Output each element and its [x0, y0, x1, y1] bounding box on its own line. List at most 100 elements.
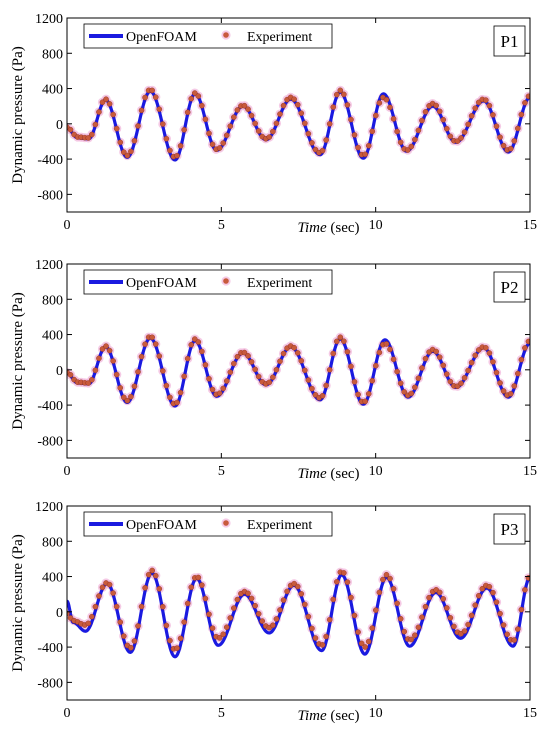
- experiment-marker: [404, 147, 411, 153]
- experiment-marker: [234, 596, 241, 603]
- experiment-marker: [412, 136, 418, 143]
- experiment-marker: [390, 356, 397, 363]
- y-tick-label: 1200: [35, 12, 63, 27]
- experiment-marker: [490, 589, 496, 596]
- x-tick-label: 10: [369, 706, 383, 721]
- plot-frame: [66, 17, 531, 213]
- panel-label: P3: [501, 520, 519, 539]
- experiment-marker: [412, 632, 418, 639]
- experiment-marker: [248, 595, 255, 602]
- experiment-marker: [96, 593, 102, 599]
- experiment-marker: [323, 137, 329, 143]
- experiment-marker: [138, 353, 145, 360]
- experiment-marker: [199, 582, 205, 588]
- experiment-marker: [330, 596, 337, 603]
- experiment-marker: [461, 628, 468, 634]
- experiment-marker: [128, 644, 134, 651]
- plot-area: [67, 85, 530, 162]
- experiment-marker: [248, 112, 255, 119]
- experiment-marker: [209, 625, 216, 631]
- experiment-marker: [174, 152, 180, 159]
- experiment-marker: [479, 585, 486, 592]
- experiment-marker: [522, 345, 528, 351]
- experiment-marker: [305, 377, 312, 383]
- experiment-marker: [113, 603, 120, 610]
- experiment-marker: [106, 347, 113, 354]
- experiment-marker: [465, 367, 471, 374]
- experiment-marker: [387, 575, 393, 582]
- experiment-marker: [419, 365, 425, 371]
- experiment-marker: [341, 338, 347, 345]
- experiment-marker: [135, 369, 141, 375]
- experiment-marker: [89, 131, 95, 138]
- experiment-marker: [486, 102, 493, 109]
- experiment-marker: [312, 392, 319, 398]
- experiment-marker: [500, 622, 507, 628]
- experiment-marker: [92, 603, 99, 610]
- experiment-marker: [223, 132, 230, 139]
- experiment-marker: [383, 341, 390, 347]
- experiment-marker: [255, 128, 262, 134]
- tick-marks: [66, 505, 531, 700]
- experiment-marker: [323, 382, 329, 389]
- experiment-marker: [149, 334, 155, 341]
- y-tick-label: -400: [37, 399, 63, 414]
- experiment-marker: [270, 128, 276, 135]
- y-axis-label: Dynamic pressure (Pa): [10, 534, 26, 671]
- experiment-marker: [231, 114, 237, 120]
- experiment-marker: [390, 586, 397, 592]
- legend-entry-openfoam: OpenFOAM: [126, 30, 197, 45]
- experiment-marker: [355, 144, 361, 151]
- experiment-marker: [468, 359, 475, 366]
- experiment-marker: [152, 572, 159, 579]
- x-tick-label: 15: [523, 464, 537, 479]
- experiment-marker: [106, 101, 113, 107]
- experiment-marker: [373, 112, 379, 119]
- experiment-marker: [440, 596, 447, 602]
- experiment-marker: [206, 375, 212, 382]
- experiment-marker: [511, 138, 518, 144]
- experiment-marker: [461, 129, 468, 135]
- experiment-marker: [397, 615, 404, 622]
- experiment-marker: [202, 362, 209, 368]
- experiment-marker: [337, 87, 344, 94]
- experiment-marker: [447, 615, 454, 621]
- legend-entry-experiment: Experiment: [247, 276, 312, 291]
- experiment-marker: [85, 380, 92, 386]
- experiment-marker: [515, 125, 521, 132]
- experiment-marker: [333, 91, 340, 98]
- experiment-marker: [369, 377, 376, 384]
- experiment-marker: [167, 637, 173, 644]
- experiment-marker: [163, 382, 170, 389]
- experiment-marker: [440, 362, 447, 369]
- experiment-marker: [99, 99, 106, 106]
- tick-marks: [66, 17, 531, 212]
- experiment-marker: [376, 100, 383, 106]
- experiment-marker: [472, 602, 479, 608]
- experiment-marker: [177, 143, 184, 149]
- experiment-marker: [312, 635, 319, 641]
- experiment-marker: [234, 107, 241, 113]
- experiment-marker: [302, 601, 308, 608]
- experiment-marker: [156, 106, 163, 112]
- experiment-marker: [515, 626, 521, 632]
- experiment-marker: [351, 612, 358, 619]
- experiment-marker: [273, 120, 280, 127]
- legend: OpenFOAM Experiment: [83, 511, 333, 537]
- experiment-marker: [266, 134, 273, 140]
- experiment-marker: [394, 128, 400, 135]
- experiment-marker: [245, 106, 251, 112]
- y-tick-label: 400: [42, 83, 63, 98]
- experiment-marker: [167, 394, 173, 401]
- experiment-marker: [160, 368, 166, 374]
- y-tick-label: 400: [42, 329, 63, 344]
- experiment-marker: [518, 111, 525, 118]
- x-tick-label: 15: [523, 218, 537, 233]
- experiment-marker: [344, 102, 351, 108]
- experiment-marker: [241, 102, 248, 109]
- x-axis-label: Time (sec): [297, 708, 359, 724]
- experiment-marker: [333, 579, 340, 585]
- experiment-marker: [174, 399, 180, 406]
- experiment-marker: [472, 105, 479, 111]
